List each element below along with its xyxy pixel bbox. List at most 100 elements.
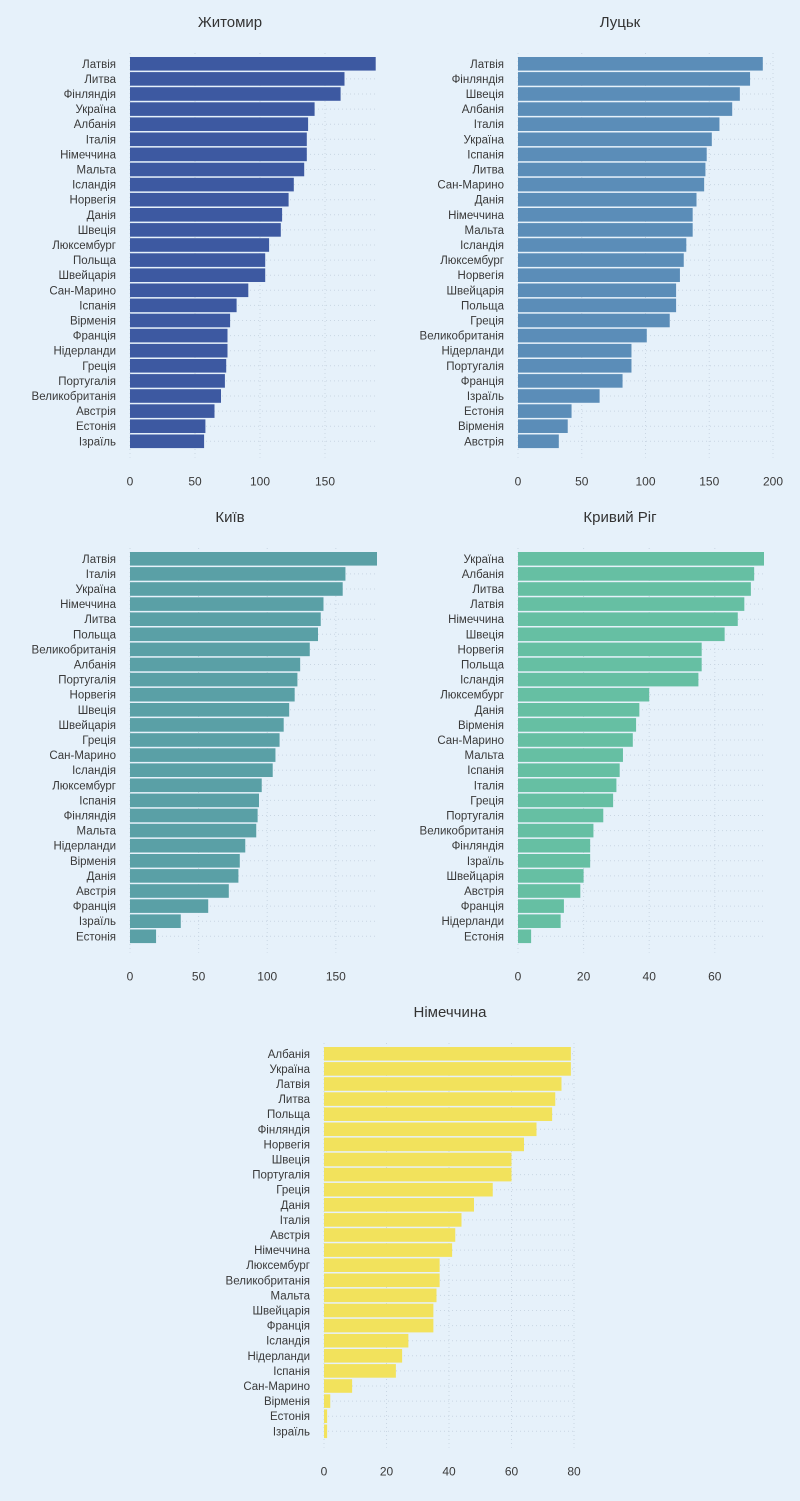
bar bbox=[130, 552, 377, 566]
category-label: Швейцарія bbox=[253, 1305, 311, 1317]
category-label: Португалія bbox=[446, 361, 504, 373]
bar bbox=[324, 1047, 571, 1061]
category-label: Люксембург bbox=[52, 240, 116, 252]
category-label: Греція bbox=[470, 795, 504, 807]
bar bbox=[130, 748, 276, 762]
category-label: Франція bbox=[73, 901, 116, 913]
category-label: Португалія bbox=[252, 1170, 310, 1182]
bar bbox=[518, 808, 604, 823]
bar bbox=[324, 1349, 403, 1363]
category-label: Люксембург bbox=[440, 255, 504, 267]
bar bbox=[324, 1137, 524, 1152]
category-label: Мальта bbox=[271, 1290, 311, 1302]
category-label: Польща bbox=[461, 300, 505, 312]
category-label: Україна bbox=[75, 584, 116, 596]
bar bbox=[130, 733, 280, 747]
category-label: Естонія bbox=[270, 1411, 310, 1423]
category-label: Ізраїль bbox=[467, 391, 504, 403]
category-label: Україна bbox=[463, 554, 504, 566]
x-tick-label: 40 bbox=[643, 970, 657, 984]
bar bbox=[518, 823, 594, 838]
bar bbox=[324, 1318, 434, 1333]
bar bbox=[518, 612, 738, 626]
bar bbox=[518, 343, 632, 358]
bar bbox=[324, 1394, 331, 1408]
category-label: Швеція bbox=[78, 705, 116, 717]
chart-title: Луцьк bbox=[599, 14, 641, 31]
category-label: Вірменія bbox=[264, 1396, 310, 1408]
bar bbox=[518, 57, 763, 71]
bar bbox=[130, 268, 266, 282]
category-label: Латвія bbox=[82, 554, 116, 566]
bar bbox=[130, 703, 290, 717]
category-label: Німеччина bbox=[448, 210, 505, 222]
bar bbox=[324, 1213, 462, 1227]
bar bbox=[518, 238, 687, 252]
bar bbox=[518, 389, 600, 403]
bar bbox=[518, 359, 632, 373]
bar bbox=[130, 808, 258, 823]
x-tick-label: 0 bbox=[127, 970, 134, 984]
category-label: Данія bbox=[87, 871, 116, 883]
x-tick-label: 150 bbox=[326, 970, 346, 984]
bar bbox=[324, 1379, 353, 1393]
x-tick-label: 150 bbox=[315, 475, 335, 489]
category-label: Албанія bbox=[74, 659, 116, 671]
bar bbox=[324, 1258, 440, 1272]
bar bbox=[518, 748, 623, 762]
bar bbox=[518, 87, 740, 101]
x-tick-label: 0 bbox=[515, 970, 522, 984]
category-label: Швейцарія bbox=[59, 270, 117, 282]
category-label: Франція bbox=[461, 901, 504, 913]
category-label: Швейцарія bbox=[59, 720, 117, 732]
category-label: Польща bbox=[461, 659, 505, 671]
bar bbox=[518, 763, 620, 777]
category-label: Австрія bbox=[76, 406, 116, 418]
bar bbox=[518, 102, 733, 116]
category-label: Австрія bbox=[76, 886, 116, 898]
category-label: Італія bbox=[86, 569, 116, 581]
category-label: Швеція bbox=[78, 225, 116, 237]
category-label: Португалія bbox=[446, 810, 504, 822]
category-label: Фінляндія bbox=[64, 89, 116, 101]
bar bbox=[518, 283, 677, 298]
category-label: Ісландія bbox=[72, 180, 116, 192]
bar bbox=[518, 627, 725, 642]
bar bbox=[518, 929, 532, 944]
bar bbox=[518, 192, 697, 207]
bar bbox=[130, 687, 295, 702]
category-label: Польща bbox=[267, 1109, 311, 1121]
bar bbox=[130, 899, 209, 913]
bar bbox=[130, 672, 298, 687]
category-label: Фінляндія bbox=[258, 1124, 310, 1136]
bar bbox=[518, 147, 707, 162]
bar bbox=[130, 914, 181, 928]
bar bbox=[130, 328, 228, 343]
bar bbox=[518, 672, 699, 687]
category-label: Литва bbox=[472, 164, 504, 176]
category-label: Нідерланди bbox=[441, 346, 504, 358]
category-label: Греція bbox=[276, 1185, 310, 1197]
category-label: Латвія bbox=[470, 599, 504, 611]
category-label: Ісландія bbox=[460, 240, 504, 252]
bar bbox=[518, 687, 650, 702]
bar bbox=[130, 642, 310, 657]
bar bbox=[130, 238, 270, 252]
category-label: Ізраїль bbox=[273, 1426, 310, 1438]
bar bbox=[518, 793, 614, 808]
category-label: Ісландія bbox=[460, 675, 504, 687]
bar bbox=[130, 597, 324, 611]
bar bbox=[130, 162, 305, 177]
category-label: Данія bbox=[475, 195, 504, 207]
bar bbox=[130, 627, 318, 642]
x-tick-label: 50 bbox=[575, 475, 589, 489]
x-tick-label: 50 bbox=[188, 475, 202, 489]
bar bbox=[324, 1077, 562, 1091]
bar bbox=[130, 192, 289, 207]
bar bbox=[130, 117, 309, 131]
bar bbox=[130, 359, 227, 373]
category-label: Мальта bbox=[465, 225, 505, 237]
bar bbox=[324, 1198, 474, 1212]
